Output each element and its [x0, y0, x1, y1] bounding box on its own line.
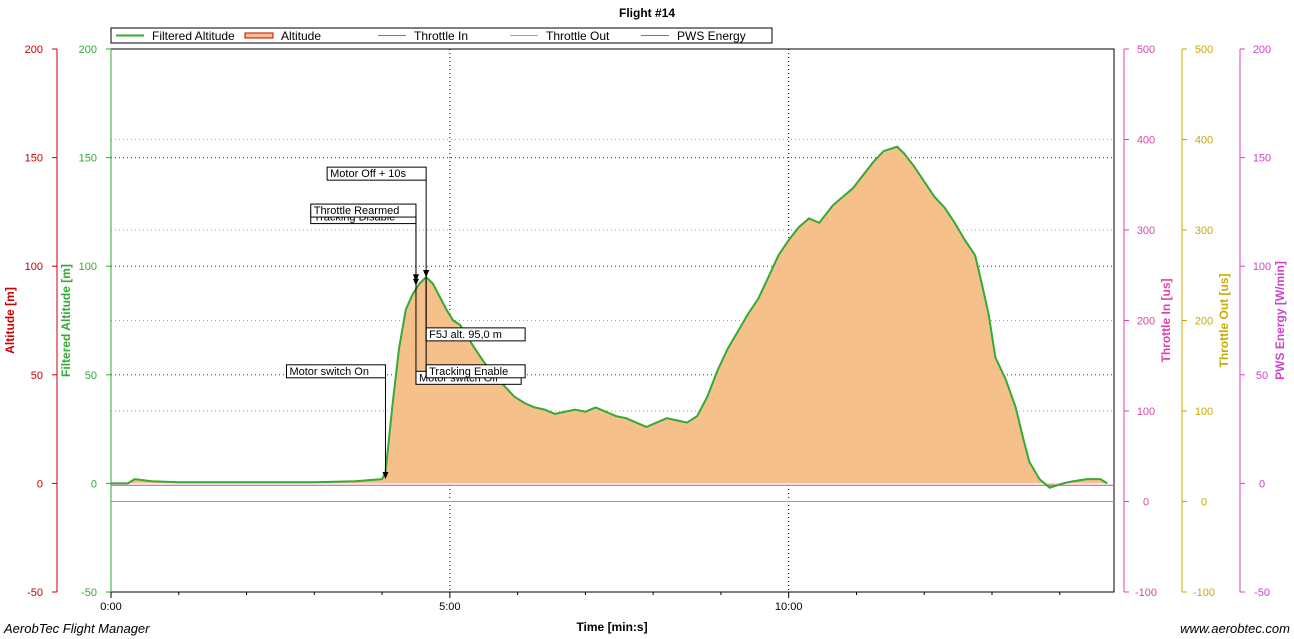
legend-label: PWS Energy	[677, 29, 746, 43]
throttle-out-axis: -100 0 100 200 300 400 500 Throttle Out [us]	[1181, 44, 1231, 599]
axis-tick-label: 100	[1253, 261, 1271, 273]
annotation-arrowhead	[412, 274, 419, 282]
annotation-arrowhead	[412, 278, 419, 286]
time-tick-label: 5:00	[439, 601, 460, 613]
axis-tick-label: 0	[37, 478, 43, 490]
axis-tick-label: 0	[1201, 497, 1207, 509]
axis-tick-label: 0	[91, 478, 97, 490]
annotation-label: Motor switch On	[289, 366, 368, 378]
axis-title: Filtered Altitude [m]	[59, 264, 73, 377]
pws-energy-axis: -50 0 50 100 150 200 PWS Energy [W/min]	[1239, 44, 1287, 599]
axis-title: Throttle In [us]	[1159, 279, 1173, 363]
annotation: F5J alt. 95,0 m	[423, 270, 526, 342]
annotation-label: Tracking Enable	[429, 366, 508, 378]
axis-tick-label: -50	[1254, 587, 1270, 599]
axis-tick-label: -100	[1135, 587, 1157, 599]
annotation-label: F5J alt. 95,0 m	[429, 329, 502, 341]
axis-tick-label: 150	[25, 153, 43, 165]
axis-tick-label: 100	[1195, 406, 1213, 418]
time-tick-label: 0:00	[100, 601, 121, 613]
annotation-arrowhead	[382, 472, 389, 480]
legend-label: Throttle In	[414, 29, 468, 43]
legend-entry[interactable]: Filtered Altitude	[116, 29, 235, 43]
axis-tick-label: 500	[1137, 44, 1155, 56]
annotation-label: Throttle Rearmed	[314, 205, 400, 217]
legend-box	[110, 27, 773, 44]
axis-tick-label: 0	[1259, 478, 1265, 490]
axis-tick-label: -50	[81, 587, 97, 599]
axis-tick-label: 150	[79, 153, 97, 165]
axis-tick-label: 400	[1137, 135, 1155, 147]
axis-tick-label: 200	[25, 44, 43, 56]
axis-tick-label: 200	[1195, 316, 1213, 328]
legend-entry[interactable]: Throttle Out	[510, 29, 610, 43]
annotation: Throttle Rearmed	[310, 203, 419, 282]
axis-tick-label: 0	[1143, 497, 1149, 509]
axis-tick-label: 100	[25, 261, 43, 273]
axis-tick-label: 100	[79, 261, 97, 273]
website-link[interactable]: www.aerobtec.com	[1180, 621, 1290, 636]
chart-title: Flight #14	[619, 6, 675, 20]
filtered-altitude-line	[111, 145, 1108, 489]
altitude-area	[111, 146, 1108, 488]
annotation-box	[326, 166, 427, 181]
legend: Filtered Altitude Altitude Throttle In Thro…	[110, 27, 773, 44]
axis-tick-label: 300	[1195, 225, 1213, 237]
axis-tick-label: 200	[1253, 44, 1271, 56]
axes-layer: -50 0 50 100 150 200 Altitude [m] -50 0 50 100 150 2…	[3, 44, 1287, 613]
legend-label: Altitude	[281, 29, 321, 43]
axis-title: Altitude [m]	[3, 287, 17, 354]
legend-entry[interactable]: PWS Energy	[641, 29, 746, 43]
legend-label: Filtered Altitude	[152, 29, 235, 43]
legend-entry[interactable]: Altitude	[244, 29, 321, 43]
axis-tick-label: 50	[31, 370, 43, 382]
axis-title: Throttle Out [us]	[1217, 274, 1231, 368]
axis-tick-label: 300	[1137, 225, 1155, 237]
annotation-box	[310, 203, 417, 218]
filtered-axis: -50 0 50 100 150 200 Filtered Altitude [m]	[59, 44, 112, 599]
axis-tick-label: 200	[79, 44, 97, 56]
time-axis: 0:00 5:00 10:00	[100, 592, 1061, 613]
axis-tick-label: 50	[1256, 370, 1268, 382]
legend-swatch	[244, 32, 274, 39]
axis-tick-label: 500	[1195, 44, 1213, 56]
axis-tick-label: 50	[85, 370, 97, 382]
annotation: Motor switch On	[285, 364, 389, 480]
app-name: AerobTec Flight Manager	[4, 621, 150, 636]
throttle-in-axis: -100 0 100 200 300 400 500 Throttle In [us]	[1123, 44, 1173, 599]
annotation: Tracking Enable	[423, 270, 526, 379]
axis-tick-label: -100	[1193, 587, 1215, 599]
legend-label: Throttle Out	[546, 29, 610, 43]
x-axis-label: Time [min:s]	[576, 620, 647, 634]
altitude-axis: -50 0 50 100 150 200 Altitude [m]	[3, 44, 58, 599]
series-layer	[111, 145, 1114, 502]
axis-tick-label: 200	[1137, 316, 1155, 328]
legend-entry[interactable]: Throttle In	[378, 29, 468, 43]
axis-tick-label: 150	[1253, 153, 1271, 165]
annotation: Motor Off + 10s	[326, 166, 430, 278]
axis-title: PWS Energy [W/min]	[1273, 261, 1287, 380]
axis-tick-label: -50	[27, 587, 43, 599]
annotation-arrowhead	[423, 270, 430, 278]
axis-tick-label: 100	[1137, 406, 1155, 418]
annotation-box	[285, 364, 386, 379]
axis-tick-label: 400	[1195, 135, 1213, 147]
time-tick-label: 10:00	[775, 601, 803, 613]
annotation-label: Motor Off + 10s	[330, 168, 406, 180]
